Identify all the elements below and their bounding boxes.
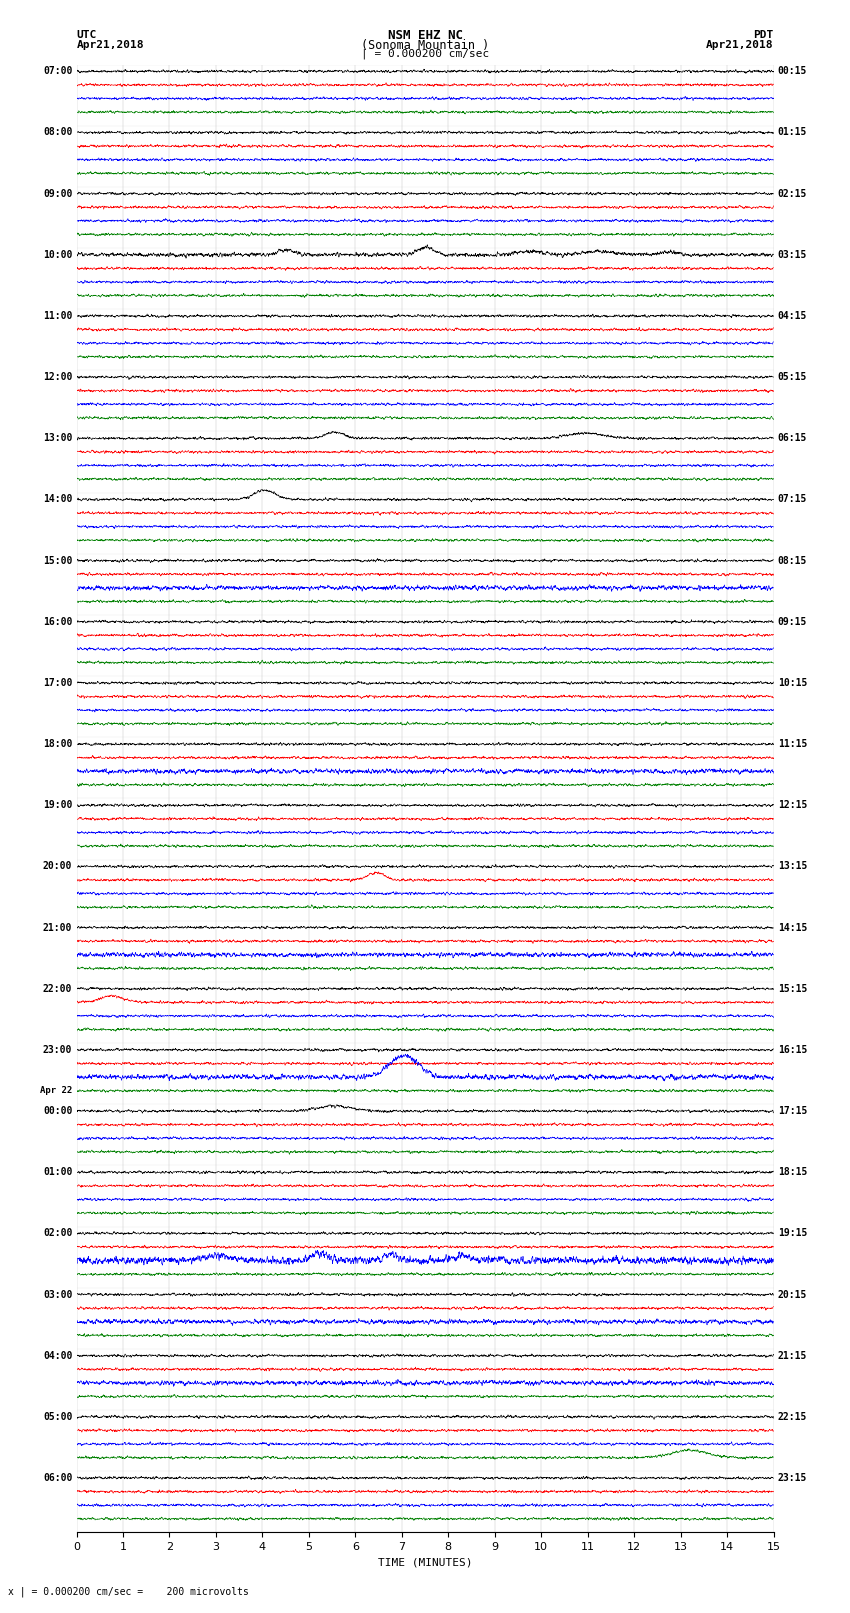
Text: 15:15: 15:15: [778, 984, 807, 994]
Text: 12:00: 12:00: [42, 373, 72, 382]
Text: 21:15: 21:15: [778, 1350, 807, 1361]
Text: 23:15: 23:15: [778, 1473, 807, 1482]
Text: 18:15: 18:15: [778, 1168, 807, 1177]
Text: 19:15: 19:15: [778, 1229, 807, 1239]
Text: 07:15: 07:15: [778, 495, 807, 505]
Text: 00:00: 00:00: [42, 1107, 72, 1116]
Text: 19:00: 19:00: [42, 800, 72, 810]
Text: 04:00: 04:00: [42, 1350, 72, 1361]
Text: Apr21,2018: Apr21,2018: [76, 40, 144, 50]
Text: 17:00: 17:00: [42, 677, 72, 687]
Text: 04:15: 04:15: [778, 311, 807, 321]
Text: 20:15: 20:15: [778, 1289, 807, 1300]
Text: NSM EHZ NC: NSM EHZ NC: [388, 29, 462, 42]
Text: 08:00: 08:00: [42, 127, 72, 137]
Text: 13:15: 13:15: [778, 861, 807, 871]
Text: 14:00: 14:00: [42, 495, 72, 505]
Text: 10:00: 10:00: [42, 250, 72, 260]
Text: 16:15: 16:15: [778, 1045, 807, 1055]
Text: 09:00: 09:00: [42, 189, 72, 198]
Text: PDT: PDT: [753, 31, 774, 40]
Text: 03:15: 03:15: [778, 250, 807, 260]
Text: 16:00: 16:00: [42, 616, 72, 627]
Text: Apr21,2018: Apr21,2018: [706, 40, 774, 50]
Text: 02:15: 02:15: [778, 189, 807, 198]
Text: 17:15: 17:15: [778, 1107, 807, 1116]
Text: 01:00: 01:00: [42, 1168, 72, 1177]
Text: 11:00: 11:00: [42, 311, 72, 321]
X-axis label: TIME (MINUTES): TIME (MINUTES): [377, 1558, 473, 1568]
Text: 18:00: 18:00: [42, 739, 72, 748]
Text: 01:15: 01:15: [778, 127, 807, 137]
Text: 23:00: 23:00: [42, 1045, 72, 1055]
Text: 06:00: 06:00: [42, 1473, 72, 1482]
Text: 02:00: 02:00: [42, 1229, 72, 1239]
Text: 20:00: 20:00: [42, 861, 72, 871]
Text: 08:15: 08:15: [778, 555, 807, 566]
Text: Apr 22: Apr 22: [40, 1086, 72, 1095]
Text: 06:15: 06:15: [778, 434, 807, 444]
Text: 10:15: 10:15: [778, 677, 807, 687]
Text: 22:15: 22:15: [778, 1411, 807, 1421]
Text: 05:00: 05:00: [42, 1411, 72, 1421]
Text: 11:15: 11:15: [778, 739, 807, 748]
Text: (Sonoma Mountain ): (Sonoma Mountain ): [361, 39, 489, 52]
Text: UTC: UTC: [76, 31, 97, 40]
Text: x | = 0.000200 cm/sec =    200 microvolts: x | = 0.000200 cm/sec = 200 microvolts: [8, 1587, 249, 1597]
Text: | = 0.000200 cm/sec: | = 0.000200 cm/sec: [361, 48, 489, 60]
Text: 09:15: 09:15: [778, 616, 807, 627]
Text: 03:00: 03:00: [42, 1289, 72, 1300]
Text: 15:00: 15:00: [42, 555, 72, 566]
Text: 00:15: 00:15: [778, 66, 807, 76]
Text: 05:15: 05:15: [778, 373, 807, 382]
Text: 22:00: 22:00: [42, 984, 72, 994]
Text: 14:15: 14:15: [778, 923, 807, 932]
Text: 07:00: 07:00: [42, 66, 72, 76]
Text: 12:15: 12:15: [778, 800, 807, 810]
Text: 21:00: 21:00: [42, 923, 72, 932]
Text: 13:00: 13:00: [42, 434, 72, 444]
